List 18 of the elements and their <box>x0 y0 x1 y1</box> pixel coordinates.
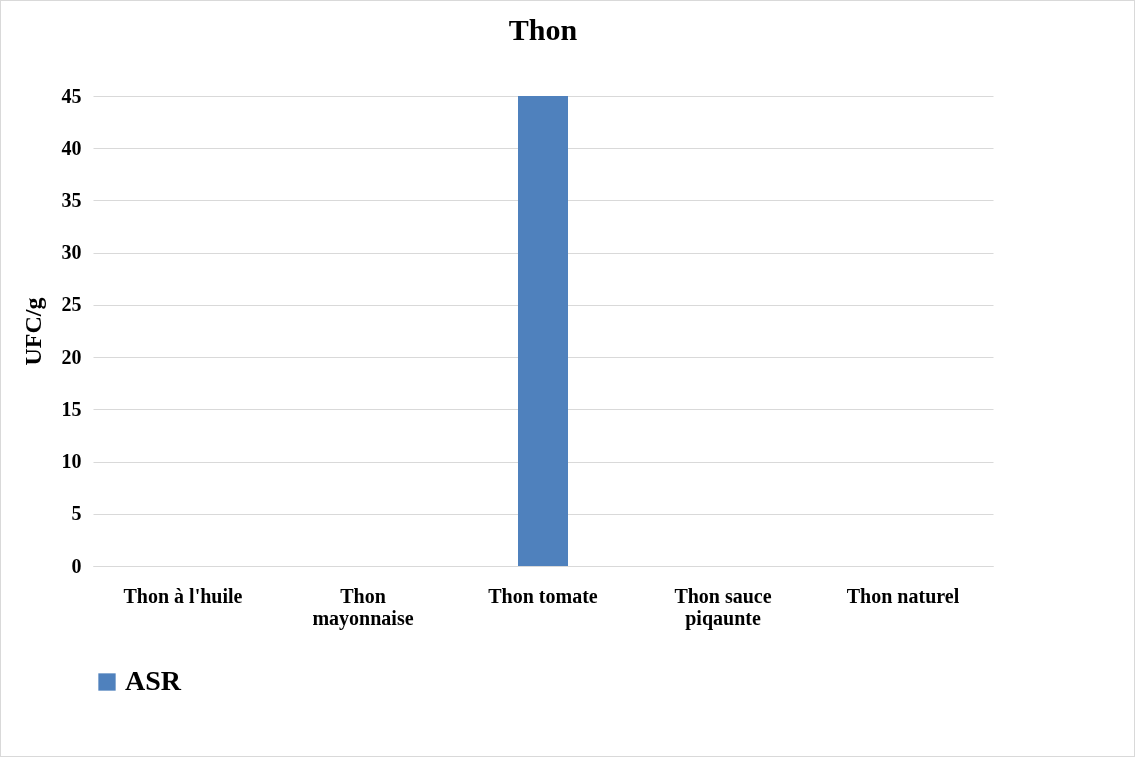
y-tick-label: 30 <box>61 241 82 264</box>
y-tick-label: 25 <box>61 293 82 316</box>
chart-title: Thon <box>508 13 578 46</box>
x-tick-label: Thon tomate <box>488 584 598 607</box>
y-tick-label: 0 <box>71 554 82 577</box>
x-tick-label: Thon mayonnaise <box>312 584 414 630</box>
y-tick-label: 5 <box>71 502 82 525</box>
x-tick-label: Thon sauce piqaunte <box>674 584 772 630</box>
y-tick-label: 40 <box>61 136 82 159</box>
legend-label: ASR <box>125 665 182 696</box>
x-tick-label: Thon naturel <box>846 584 960 607</box>
y-tick-label: 20 <box>61 345 82 368</box>
y-tick-label: 15 <box>61 397 82 420</box>
y-tick-label: 10 <box>61 450 82 473</box>
y-tick-label: 45 <box>61 84 82 107</box>
x-tick-label: Thon à l'huile <box>123 584 243 607</box>
y-tick-label: 35 <box>61 188 82 211</box>
y-axis-title: UFC/g <box>19 297 46 366</box>
